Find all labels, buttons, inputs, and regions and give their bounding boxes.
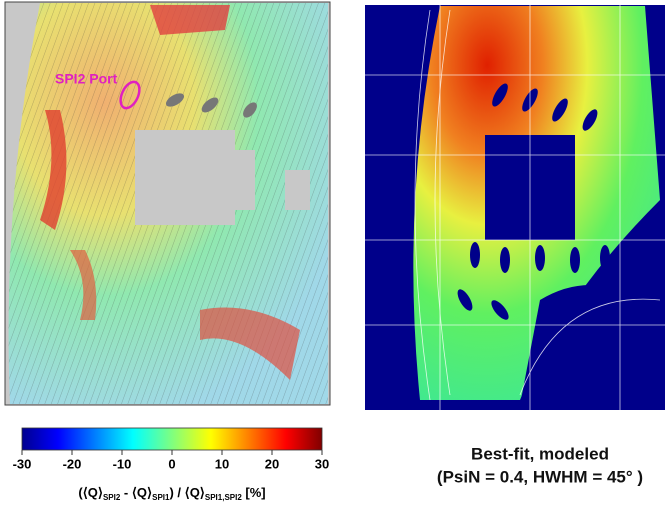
subscript: SPI2 <box>103 493 121 502</box>
tick-label: 30 <box>315 456 329 471</box>
subscript: SPI1 <box>152 493 170 502</box>
colorbar: -30 -20 -10 0 10 20 30 <box>13 428 330 471</box>
annotation: SPI2 Port <box>55 71 118 87</box>
tick-label: 0 <box>168 456 175 471</box>
label-part: [%] <box>242 485 266 500</box>
left-panel: SPI2 Port <box>5 2 330 405</box>
subscript: SPI1,SPI2 <box>205 493 242 502</box>
tick-label: -20 <box>63 456 82 471</box>
colorbar-label: (⟨Q⟩SPI2 - ⟨Q⟩SPI1) / ⟨Q⟩SPI1,SPI2 [%] <box>78 485 265 502</box>
caption: (PsiN = 0.4, HWHM = 45° ) <box>437 467 643 486</box>
label-part: ) / ⟨Q⟩ <box>169 485 204 500</box>
tick-label: 10 <box>215 456 229 471</box>
tick-label: -30 <box>13 456 32 471</box>
label-part: (⟨Q⟩ <box>78 485 103 500</box>
right-panel <box>365 5 665 410</box>
tick-label: -10 <box>113 456 132 471</box>
figure: SPI2 Port -30- <box>0 0 672 512</box>
label-part: - ⟨Q⟩ <box>120 485 152 500</box>
caption: Best-fit, modeled <box>471 444 609 463</box>
tick-label: 20 <box>265 456 279 471</box>
